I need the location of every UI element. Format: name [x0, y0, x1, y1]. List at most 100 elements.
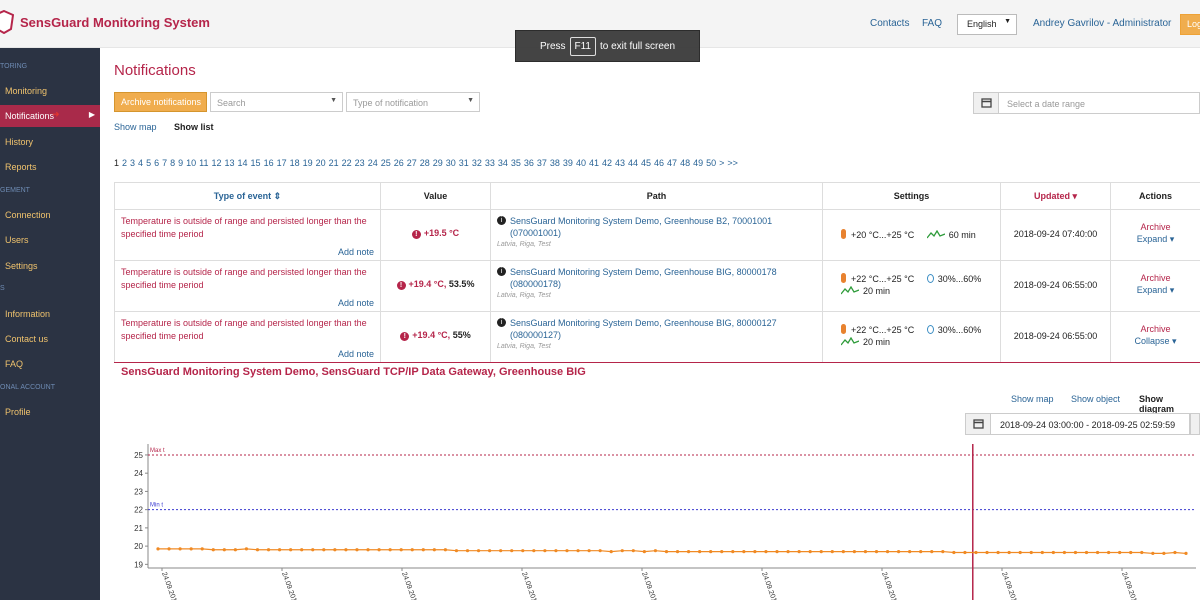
sidebar-item-monitoring[interactable]: Monitoring — [5, 86, 48, 96]
range-button[interactable] — [1190, 413, 1200, 435]
page-link[interactable]: 22 — [341, 158, 352, 168]
page-link[interactable]: 4 — [138, 158, 144, 168]
sidebar-item-users[interactable]: Users — [5, 235, 29, 245]
app-title[interactable]: SensGuard Monitoring System — [20, 15, 210, 30]
faq-link[interactable]: FAQ — [922, 18, 943, 29]
page-link[interactable]: >> — [727, 158, 738, 168]
min-threshold-label: Min t — [150, 503, 163, 509]
page-link[interactable]: 44 — [628, 158, 639, 168]
page-link[interactable]: 42 — [601, 158, 612, 168]
page-link[interactable]: 49 — [693, 158, 704, 168]
page-link[interactable]: 28 — [419, 158, 430, 168]
sidebar-item-connection[interactable]: Connection — [5, 210, 51, 220]
page-link[interactable]: 18 — [289, 158, 300, 168]
path-link[interactable]: SensGuard Monitoring System Demo, Greenh… — [510, 267, 777, 289]
page-link[interactable]: 16 — [263, 158, 274, 168]
page-link[interactable]: 40 — [575, 158, 586, 168]
sidebar-item-reports[interactable]: Reports — [5, 162, 37, 172]
show-list-link[interactable]: Show list — [174, 122, 214, 132]
show-object-link[interactable]: Show object — [1071, 394, 1121, 404]
calendar-button[interactable] — [973, 92, 999, 114]
page-link[interactable]: 15 — [250, 158, 261, 168]
calendar-button[interactable] — [965, 413, 991, 435]
page-link[interactable]: 21 — [328, 158, 339, 168]
sidebar-item-history[interactable]: History — [5, 137, 34, 147]
page-link[interactable]: 7 — [162, 158, 168, 168]
page-link[interactable]: > — [719, 158, 725, 168]
page-link[interactable]: 10 — [186, 158, 197, 168]
page-link[interactable]: 45 — [641, 158, 652, 168]
page-link[interactable]: 43 — [614, 158, 625, 168]
page-link[interactable]: 41 — [588, 158, 599, 168]
page-link[interactable]: 47 — [667, 158, 678, 168]
page-link[interactable]: 24 — [367, 158, 378, 168]
page-link[interactable]: 36 — [523, 158, 534, 168]
add-note-link[interactable]: Add note — [337, 298, 374, 308]
page-link[interactable]: 31 — [458, 158, 469, 168]
page-link[interactable]: 39 — [562, 158, 573, 168]
col-updated[interactable]: Updated ▾ — [1000, 182, 1111, 210]
page-link[interactable]: 26 — [393, 158, 404, 168]
show-map-link[interactable]: Show map — [1011, 394, 1054, 404]
page-link[interactable]: 48 — [680, 158, 691, 168]
sidebar-item-profile[interactable]: Profile — [5, 407, 31, 417]
page-link[interactable]: 13 — [224, 158, 235, 168]
path-link[interactable]: SensGuard Monitoring System Demo, Greenh… — [510, 318, 777, 340]
archive-link[interactable]: Archive — [1140, 222, 1171, 232]
user-menu-link[interactable]: Andrey Gavrilov - Administrator — [1033, 18, 1172, 29]
archive-link[interactable]: Archive — [1140, 273, 1171, 283]
sidebar-item-information[interactable]: Information — [5, 309, 51, 319]
page-link[interactable]: 46 — [654, 158, 665, 168]
page-link[interactable]: 23 — [354, 158, 365, 168]
language-select[interactable]: English ▼ — [957, 14, 1017, 35]
info-icon[interactable]: i — [497, 267, 506, 276]
page-link[interactable]: 27 — [406, 158, 417, 168]
page-link[interactable]: 6 — [154, 158, 160, 168]
sidebar-item-notifications[interactable]: Notifications ➜ ▶ — [0, 105, 100, 127]
search-select[interactable]: Search ▼ — [210, 92, 343, 112]
page-link[interactable]: 38 — [549, 158, 560, 168]
page-link[interactable]: 30 — [445, 158, 456, 168]
archive-link[interactable]: Archive — [1140, 324, 1171, 334]
page-link[interactable]: 32 — [471, 158, 482, 168]
sidebar-item-contact-us[interactable]: Contact us — [5, 334, 49, 344]
info-icon[interactable]: i — [497, 318, 506, 327]
page-link[interactable]: 33 — [484, 158, 495, 168]
sidebar-item-faq[interactable]: FAQ — [5, 359, 24, 369]
page-link[interactable]: 8 — [170, 158, 176, 168]
page-link[interactable]: 3 — [130, 158, 136, 168]
page-link[interactable]: 34 — [497, 158, 508, 168]
add-note-link[interactable]: Add note — [337, 247, 374, 257]
notification-type-select[interactable]: Type of notification ▼ — [346, 92, 480, 112]
archive-notifications-button[interactable]: Archive notifications — [114, 92, 207, 112]
page-link[interactable]: 2 — [122, 158, 128, 168]
info-icon[interactable]: i — [497, 216, 506, 225]
show-diagram-link[interactable]: Show diagram — [1139, 394, 1175, 414]
diagram-date-range[interactable]: 2018-09-24 03:00:00 - 2018-09-25 02:59:5… — [990, 413, 1190, 435]
collapse-link[interactable]: Collapse ▾ — [1134, 336, 1177, 346]
contacts-link[interactable]: Contacts — [870, 18, 910, 29]
col-type-of-event[interactable]: Type of event ⇕ — [114, 182, 381, 210]
add-note-link[interactable]: Add note — [337, 349, 374, 359]
page-link[interactable]: 19 — [302, 158, 313, 168]
page-link[interactable]: 50 — [706, 158, 717, 168]
expand-link[interactable]: Expand ▾ — [1136, 285, 1175, 295]
page-link[interactable]: 37 — [536, 158, 547, 168]
page-link[interactable]: 17 — [276, 158, 287, 168]
show-map-link[interactable]: Show map — [114, 122, 157, 132]
page-link[interactable]: 12 — [211, 158, 222, 168]
logout-button[interactable]: Log — [1180, 14, 1200, 35]
expand-link[interactable]: Expand ▾ — [1136, 234, 1175, 244]
page-link[interactable]: 20 — [315, 158, 326, 168]
page-link[interactable]: 5 — [146, 158, 152, 168]
page-link[interactable]: 9 — [178, 158, 184, 168]
page-link[interactable]: 14 — [237, 158, 248, 168]
page-link[interactable]: 1 — [114, 158, 120, 168]
path-link[interactable]: SensGuard Monitoring System Demo, Greenh… — [510, 216, 773, 238]
sidebar-item-settings[interactable]: Settings — [5, 261, 38, 271]
page-link[interactable]: 11 — [199, 158, 209, 168]
page-link[interactable]: 29 — [432, 158, 443, 168]
page-link[interactable]: 25 — [380, 158, 391, 168]
page-link[interactable]: 35 — [510, 158, 521, 168]
date-range-input[interactable]: Select a date range — [998, 92, 1200, 114]
